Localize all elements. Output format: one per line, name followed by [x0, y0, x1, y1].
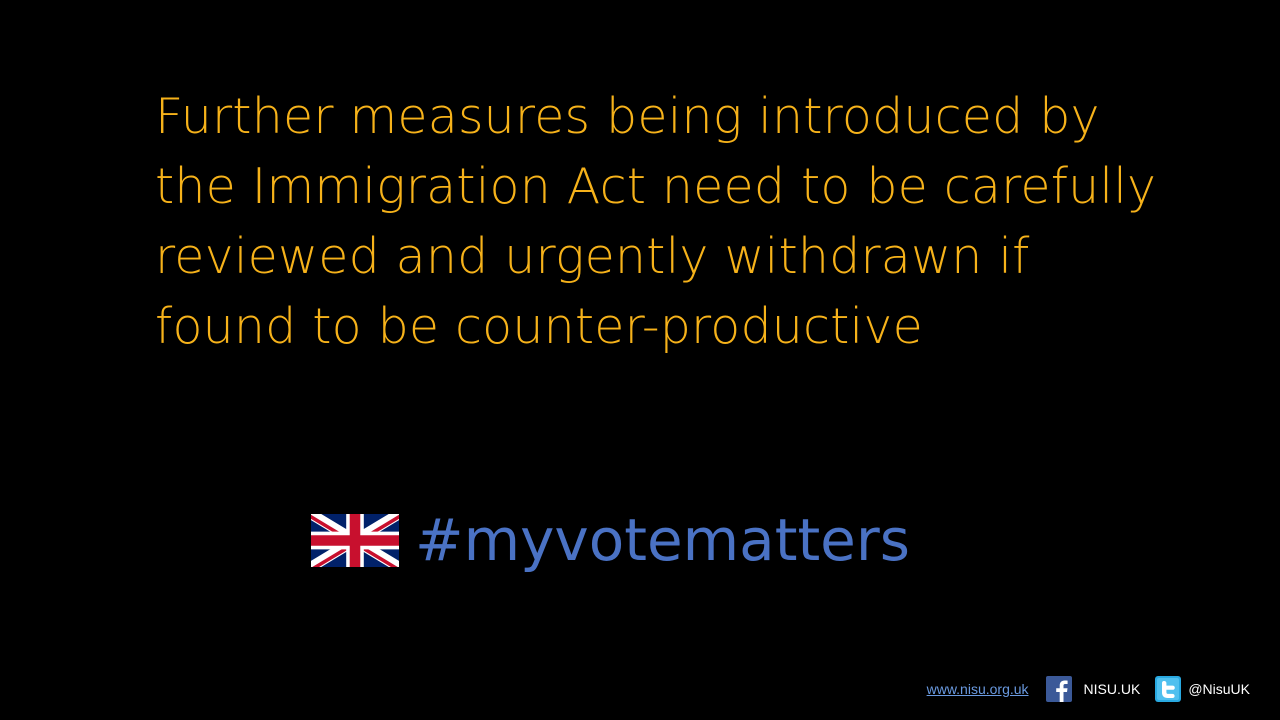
- website-link[interactable]: www.nisu.org.uk: [926, 681, 1029, 697]
- headline-line-1: Further measures being introduced by: [155, 88, 1100, 145]
- headline-line-4: found to be counter-productive: [155, 298, 923, 355]
- headline-line-2: the Immigration Act need to be carefully: [155, 158, 1157, 215]
- facebook-icon[interactable]: [1045, 676, 1072, 702]
- headline: Further measures being introduced by the…: [155, 82, 1215, 362]
- twitter-handle[interactable]: @NisuUK: [1188, 681, 1250, 697]
- facebook-handle[interactable]: NISU.UK: [1083, 681, 1141, 697]
- footer: www.nisu.org.uk NISU.UK @NisuUK: [927, 676, 1250, 702]
- hashtag-row: #myvotematters: [311, 500, 910, 580]
- hashtag-text[interactable]: #myvotematters: [415, 506, 910, 574]
- headline-line-3: reviewed and urgently withdrawn if: [155, 228, 1030, 285]
- uk-flag-icon: [311, 513, 399, 567]
- twitter-icon[interactable]: [1155, 676, 1182, 702]
